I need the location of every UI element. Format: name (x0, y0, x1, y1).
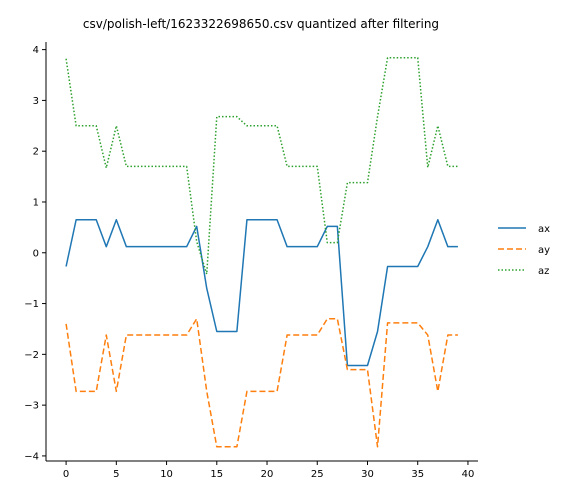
legend-label-ax: ax (538, 224, 550, 235)
series-line-ay (65, 318, 458, 448)
y-tick-label: 3 (33, 96, 39, 107)
y-tick-label: −3 (24, 401, 39, 412)
x-axis-ticks: 0 5 10 15 20 25 30 35 40 (63, 461, 474, 480)
y-tick-label: 0 (33, 248, 39, 259)
legend-label-az: az (538, 266, 549, 277)
y-tick-label: −2 (24, 350, 39, 361)
legend-label-ay: ay (538, 245, 550, 256)
series-line-ax (65, 219, 458, 367)
y-tick-label: −1 (24, 299, 39, 310)
y-tick-label: 1 (33, 197, 39, 208)
series-line-az (65, 56, 458, 275)
x-tick-label: 15 (210, 469, 223, 480)
chart-title: csv/polish-left/1623322698650.csv quanti… (83, 17, 439, 31)
x-tick-label: 35 (411, 469, 424, 480)
series-lines (65, 56, 458, 448)
x-tick-label: 40 (462, 469, 475, 480)
x-tick-label: 30 (361, 469, 374, 480)
x-tick-label: 5 (113, 469, 119, 480)
y-tick-label: −4 (24, 451, 39, 462)
x-tick-label: 0 (63, 469, 69, 480)
y-axis-ticks: −4 −3 −2 −1 0 1 2 3 4 (24, 45, 46, 462)
y-tick-label: 4 (33, 45, 39, 56)
x-tick-label: 25 (311, 469, 324, 480)
y-tick-label: 2 (33, 147, 39, 158)
x-tick-label: 10 (160, 469, 173, 480)
x-tick-label: 20 (261, 469, 274, 480)
legend: ax ay az (498, 224, 550, 277)
